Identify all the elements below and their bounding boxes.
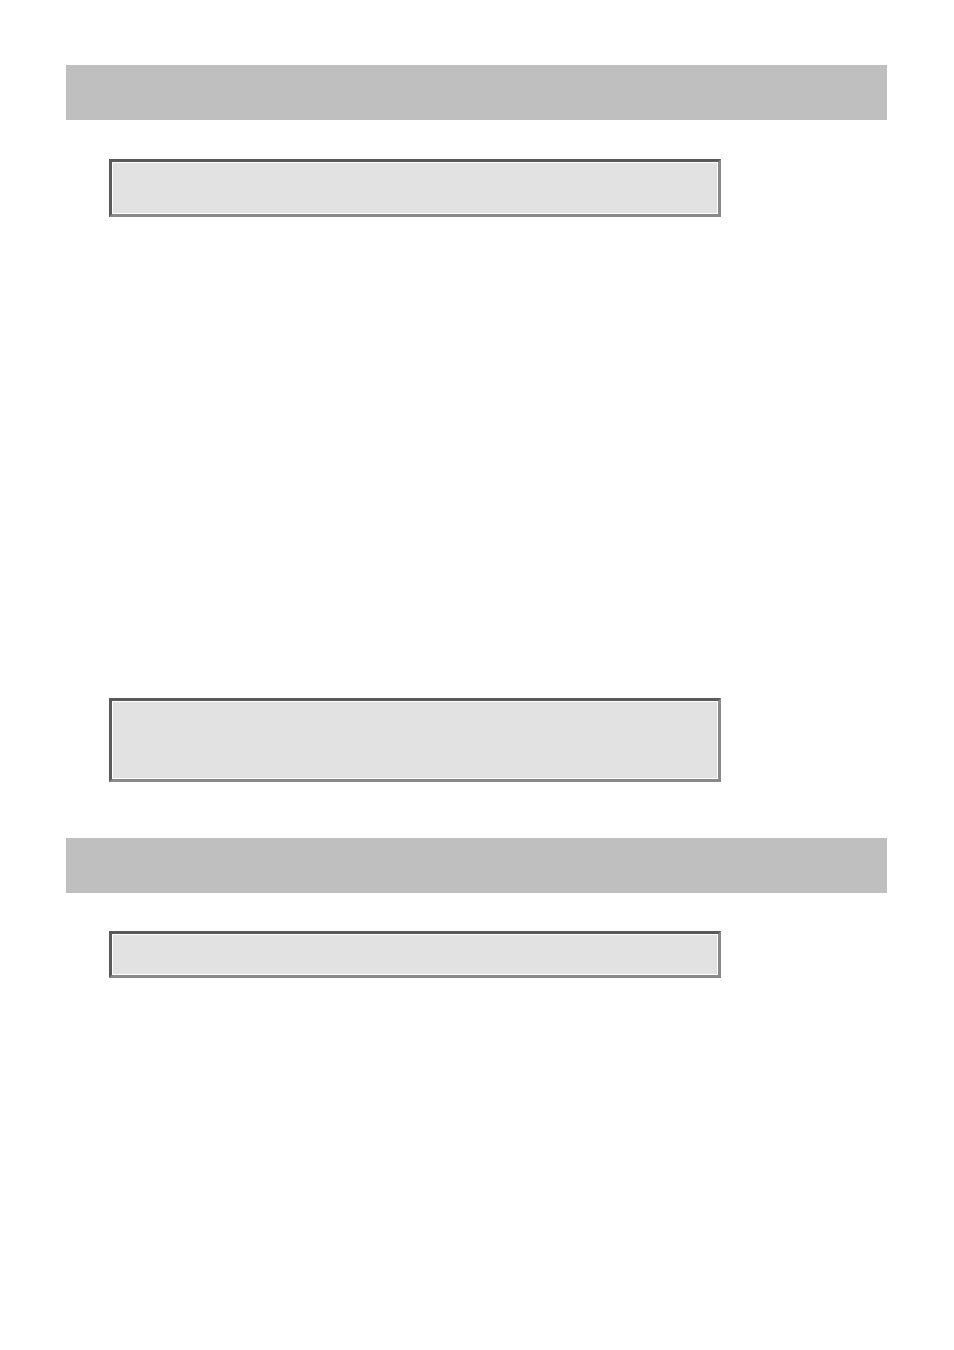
content-box-3 bbox=[109, 931, 721, 978]
section-band-1 bbox=[66, 65, 887, 120]
page bbox=[0, 0, 954, 1350]
content-box-2 bbox=[109, 698, 721, 782]
section-band-2 bbox=[66, 838, 887, 893]
content-box-1 bbox=[109, 159, 721, 217]
